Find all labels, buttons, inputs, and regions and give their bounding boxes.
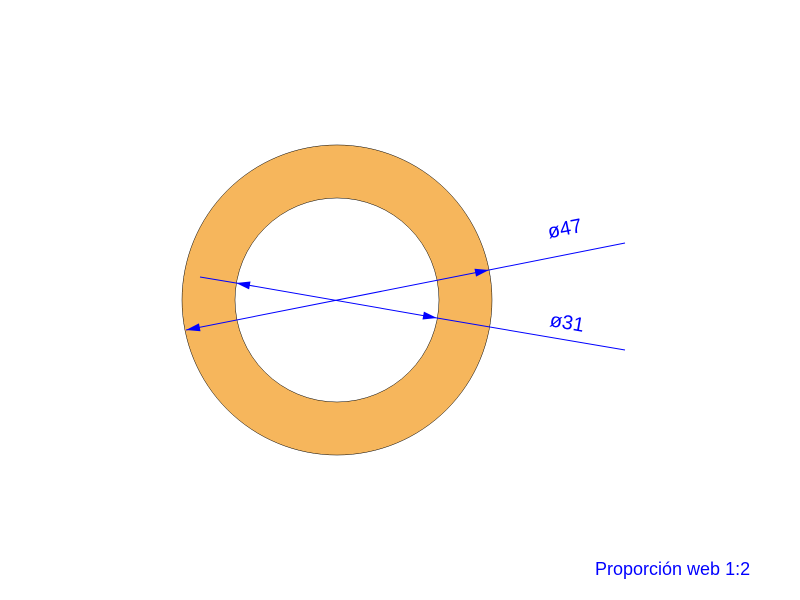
dimension-arrowhead: [236, 281, 250, 289]
dimension-extension-outer: [489, 243, 625, 270]
scale-footer-text: Proporción web 1:2: [595, 559, 750, 579]
dimension-arrowhead: [423, 312, 437, 320]
diagram-canvas: ø47 ø31 Proporción web 1:2: [0, 0, 800, 600]
dimension-label-outer: ø47: [546, 215, 584, 243]
dimension-line-inner: [236, 283, 437, 318]
dimension-label-inner: ø31: [548, 309, 586, 337]
